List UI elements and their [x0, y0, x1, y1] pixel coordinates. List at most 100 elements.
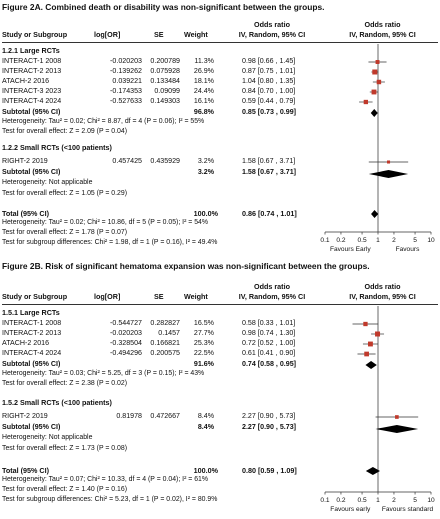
- se-value: 0.435929: [150, 157, 180, 165]
- x-tick-label: 0.5: [357, 237, 366, 244]
- weight-value: 24.4%: [193, 87, 214, 95]
- weight-value: 18.1%: [193, 77, 214, 85]
- subtotal-weight: 91.6%: [193, 360, 214, 368]
- total-heterogeneity-text: Heterogeneity: Tau² = 0.02; Chi² = 10.86…: [2, 219, 209, 226]
- subtotal-diamond: [375, 425, 419, 433]
- subgroup-title: 1.2.1 Large RCTs: [2, 46, 60, 55]
- study-marker: [371, 89, 377, 95]
- se-value: 0.200575: [150, 349, 180, 357]
- heterogeneity-text: Heterogeneity: Not applicable: [2, 434, 93, 441]
- weight-value: 8.4%: [197, 412, 214, 420]
- subgroup-differences-text: Test for subgroup differences: Chi² = 1.…: [2, 239, 218, 246]
- total-overall-effect-text: Test for overall effect: Z = 1.78 (P = 0…: [2, 229, 127, 236]
- se-value: 0.282827: [150, 319, 180, 327]
- subtotal-diamond: [365, 361, 377, 369]
- heterogeneity-text: Heterogeneity: Tau² = 0.03; Chi² = 5.25,…: [2, 370, 205, 377]
- se-value: 0.200789: [150, 57, 180, 65]
- logor-value: -0.174353: [110, 87, 142, 95]
- x-tick-label: 2: [392, 237, 396, 244]
- weight-value: 25.3%: [193, 339, 214, 347]
- or-ci-value: 0.72 [0.52 , 1.00]: [242, 339, 296, 347]
- favours-right-label: Favours standard: [382, 506, 434, 513]
- logor-value: -0.544727: [110, 319, 142, 327]
- or-ci-value: 2.27 [0.90 , 5.73]: [242, 412, 296, 420]
- figure-2b-caption: Figure 2B. Risk of significant hematoma …: [2, 261, 370, 271]
- weight-value: 26.9%: [193, 67, 214, 75]
- study-marker: [368, 341, 373, 347]
- x-tick-label: 0.2: [336, 237, 345, 244]
- study-name: INTERACT-2 2013: [2, 67, 62, 75]
- study-marker: [375, 60, 380, 64]
- subtotal-weight: 96.8%: [193, 108, 214, 116]
- study-header: Study or Subgroup: [2, 292, 68, 301]
- header-rule: [2, 42, 438, 43]
- overall-effect-text: Test for overall effect: Z = 2.38 (P = 0…: [2, 380, 127, 387]
- total-heterogeneity-text: Heterogeneity: Tau² = 0.07; Chi² = 10.33…: [2, 476, 209, 483]
- or-ci-value: 0.87 [0.75 , 1.01]: [242, 67, 296, 75]
- subtotal-label: Subtotal (95% CI): [2, 360, 61, 368]
- total-weight: 100.0%: [193, 466, 218, 475]
- or-ci-value: 0.61 [0.41 , 0.90]: [242, 349, 296, 357]
- se-header: SE: [154, 292, 164, 301]
- or-ci-value: 1.58 [0.67 , 3.71]: [242, 157, 296, 165]
- logor-value: 0.457425: [112, 157, 142, 165]
- se-value: 0.149303: [150, 97, 180, 105]
- x-tick-label: 0.2: [336, 497, 345, 504]
- total-label: Total (95% CI): [2, 209, 49, 218]
- x-tick-label: 10: [427, 237, 435, 244]
- subtotal-ci: 0.74 [0.58 , 0.95]: [242, 360, 297, 368]
- odds-ratio-header: Odds ratio: [254, 282, 290, 291]
- plot-ci-method-header: IV, Random, 95% CI: [349, 292, 416, 301]
- total-ci: 0.80 [0.59 , 1.09]: [242, 466, 297, 475]
- logor-header: log[OR]: [94, 30, 121, 39]
- x-tick-label: 5: [413, 497, 417, 504]
- subgroup-title: 1.5.2 Small RCTs (<100 patients): [2, 398, 112, 407]
- weight-value: 27.7%: [193, 329, 214, 337]
- or-ci-value: 0.98 [0.66 , 1.45]: [242, 57, 296, 65]
- weight-value: 3.2%: [197, 157, 214, 165]
- x-tick-label: 0.5: [357, 497, 366, 504]
- study-marker: [387, 160, 391, 164]
- subtotal-weight: 3.2%: [197, 168, 214, 176]
- total-diamond: [371, 210, 379, 218]
- study-marker: [363, 99, 369, 105]
- logor-header: log[OR]: [94, 292, 121, 301]
- favours-right-label: Favours: [396, 246, 421, 253]
- subtotal-ci: 0.85 [0.73 , 0.99]: [242, 108, 297, 116]
- x-tick-label: 0.1: [320, 237, 329, 244]
- se-value: 0.472667: [150, 412, 180, 420]
- forest-plot-2a: 0.1 0.2 0.5 1 2 5 10 Favours Early Favours: [320, 44, 435, 253]
- or-ci-value: 0.59 [0.44 , 0.79]: [242, 97, 296, 105]
- x-tick-label: 2: [392, 497, 396, 504]
- ci-method-header: IV, Random, 95% CI: [238, 30, 306, 39]
- plot-ci-method-header: IV, Random, 95% CI: [349, 30, 416, 39]
- study-name: INTERACT-1 2008: [2, 57, 62, 65]
- study-marker: [372, 69, 378, 75]
- total-ci: 0.86 [0.74 , 1.01]: [242, 209, 297, 218]
- se-header: SE: [154, 30, 164, 39]
- logor-value: -0.494296: [110, 349, 142, 357]
- study-name: RIGHT-2 2019: [2, 412, 48, 420]
- weight-value: 11.3%: [194, 57, 214, 65]
- subtotal-diamond: [370, 109, 378, 117]
- subtotal-label: Subtotal (95% CI): [2, 168, 61, 176]
- overall-effect-text: Test for overall effect: Z = 1.73 (P = 0…: [2, 445, 127, 452]
- study-name: INTERACT-3 2023: [2, 87, 62, 95]
- x-tick-label: 10: [427, 497, 435, 504]
- subtotal-ci: 2.27 [0.90 , 5.73]: [242, 423, 297, 431]
- logor-value: -0.020203: [110, 329, 142, 337]
- study-marker: [364, 351, 369, 357]
- weight-value: 22.5%: [193, 349, 214, 357]
- study-name: ATACH-2 2016: [2, 339, 50, 347]
- study-header: Study or Subgroup: [2, 30, 68, 39]
- subtotal-label: Subtotal (95% CI): [2, 108, 61, 116]
- header-rule: [2, 304, 438, 305]
- se-value: 0.075928: [150, 67, 180, 75]
- odds-ratio-header: Odds ratio: [254, 20, 290, 29]
- x-tick-label: 1: [376, 497, 380, 504]
- study-name: INTERACT-1 2008: [2, 319, 62, 327]
- subgroup-title: 1.5.1 Large RCTs: [2, 308, 60, 317]
- plot-odds-ratio-header: Odds ratio: [364, 282, 401, 291]
- logor-value: -0.020203: [110, 57, 142, 65]
